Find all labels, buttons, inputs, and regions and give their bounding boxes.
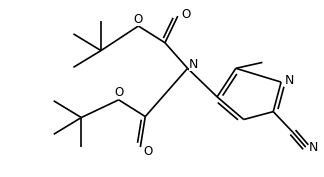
Text: O: O [114,86,123,99]
Text: O: O [181,8,190,21]
Text: N: N [284,74,294,87]
Text: N: N [189,58,198,71]
Text: O: O [144,145,153,158]
Text: O: O [134,13,143,26]
Text: N: N [309,141,318,154]
